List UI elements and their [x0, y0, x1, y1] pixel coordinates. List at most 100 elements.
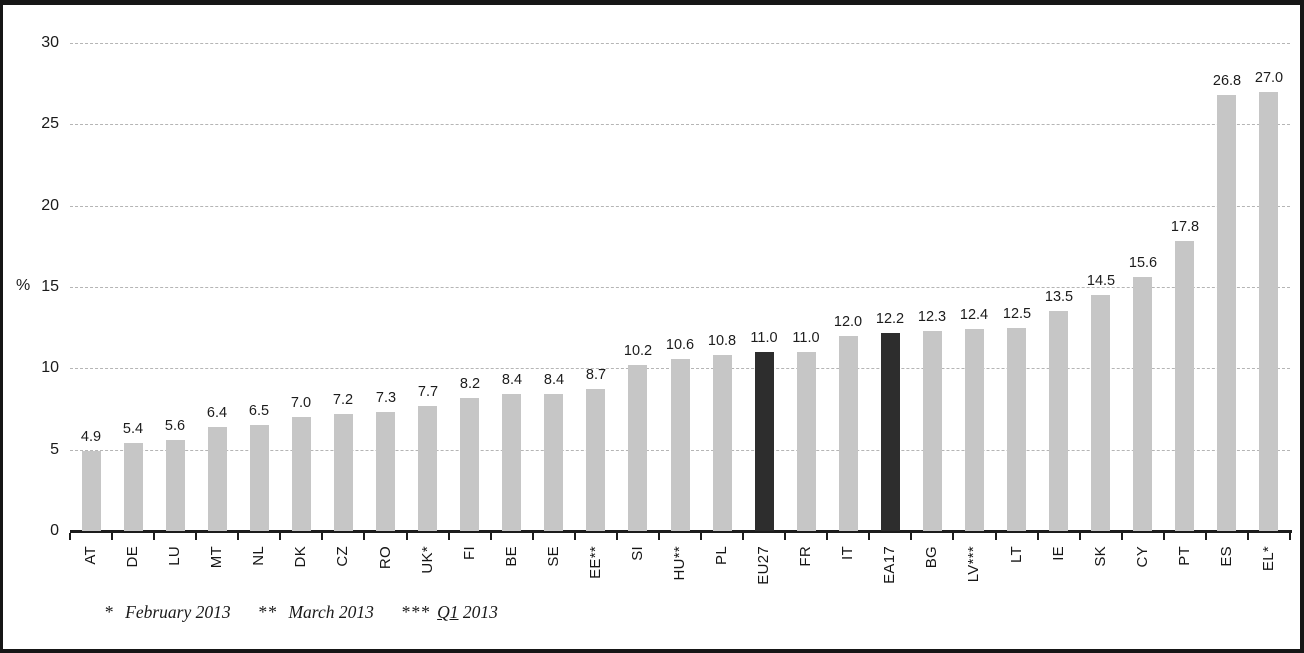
footnote-february: * February 2013 [104, 602, 231, 623]
x-axis-category-label-HU**: HU** [671, 546, 688, 581]
x-axis-tick [910, 533, 912, 540]
x-axis-tick [111, 533, 113, 540]
footnote-text: 2013 [462, 602, 498, 622]
gridline-25 [70, 124, 1290, 125]
bar-value-label-LT: 12.5 [1002, 306, 1032, 322]
bar-value-label-CZ: 7.2 [332, 392, 354, 408]
x-axis-category-label-EL*: EL* [1260, 546, 1277, 572]
bar-value-label-AT: 4.9 [80, 429, 102, 445]
bar-value-label-EL*: 27.0 [1254, 70, 1284, 86]
footnote-q1: *** Q1 2013 [401, 602, 498, 623]
bar-value-label-DK: 7.0 [290, 395, 312, 411]
y-axis-unit-label: % [16, 277, 31, 294]
bar-value-label-LV***: 12.4 [959, 307, 989, 323]
x-axis-category-label-IT: IT [839, 546, 856, 560]
bar-RO [376, 412, 395, 531]
bar-BG [923, 331, 942, 531]
bar-value-label-IT: 12.0 [833, 314, 863, 330]
bar-ES [1217, 95, 1236, 531]
footnote-marker: *** [400, 602, 431, 622]
x-axis-category-label-EU27: EU27 [755, 546, 772, 585]
bar-SI [628, 365, 647, 531]
bar-BE [502, 394, 521, 531]
bar-LU [166, 440, 185, 531]
x-axis-tick [1121, 533, 1123, 540]
x-axis-tick [490, 533, 492, 540]
x-axis-tick [1079, 533, 1081, 540]
footnote-marker: ** [257, 602, 278, 622]
x-axis-category-label-BG: BG [923, 546, 940, 569]
footnote-text: March 2013 [288, 602, 374, 622]
x-axis-tick [195, 533, 197, 540]
bar-IE [1049, 311, 1068, 531]
x-axis-category-label-LV***: LV*** [965, 546, 982, 583]
x-axis-line [70, 530, 1292, 533]
y-axis-tick-label: 5 [50, 441, 59, 458]
bar-value-label-SK: 14.5 [1086, 273, 1116, 289]
x-axis-tick [532, 533, 534, 540]
bar-value-label-RO: 7.3 [375, 390, 397, 406]
x-axis-tick [995, 533, 997, 540]
x-axis-tick [574, 533, 576, 540]
bar-value-label-FI: 8.2 [459, 376, 481, 392]
bar-value-label-SE: 8.4 [543, 372, 565, 388]
bar-value-label-BE: 8.4 [501, 372, 523, 388]
bar-FI [460, 398, 479, 531]
x-axis-category-label-EA17: EA17 [881, 546, 898, 584]
bar-value-label-MT: 6.4 [206, 405, 228, 421]
bar-PT [1175, 241, 1194, 531]
bar-HU** [671, 359, 690, 531]
bar-value-label-HU**: 10.6 [665, 337, 695, 353]
x-axis-category-label-ES: ES [1218, 546, 1235, 567]
x-axis-tick [616, 533, 618, 540]
x-axis-category-label-SK: SK [1092, 546, 1109, 567]
y-axis-tick-label: 25 [41, 115, 59, 132]
gridline-20 [70, 206, 1290, 207]
x-axis-tick [1037, 533, 1039, 540]
x-axis-category-label-PL: PL [713, 546, 730, 565]
footnote: * February 2013 ** March 2013 *** Q1 2013 [104, 602, 498, 623]
x-axis-tick [321, 533, 323, 540]
bar-value-label-DE: 5.4 [122, 421, 144, 437]
x-axis-tick [658, 533, 660, 540]
bar-value-label-FR: 11.0 [792, 330, 820, 346]
x-axis-tick [153, 533, 155, 540]
x-axis-category-label-EE**: EE** [587, 546, 604, 579]
bar-value-label-EE**: 8.7 [585, 367, 607, 383]
x-axis-category-label-CY: CY [1134, 546, 1151, 568]
bar-CY [1133, 277, 1152, 531]
x-axis-tick [363, 533, 365, 540]
bar-value-label-EA17: 12.2 [875, 311, 905, 327]
bar-value-label-PL: 10.8 [707, 333, 737, 349]
x-axis-tick [784, 533, 786, 540]
plot-area: % 0 5 10 15 20 25 30 4.9 AT 5.4 DE 5.6 LU 6.4 MT 6.5 NL 7… [3, 5, 1300, 649]
x-axis-tick [700, 533, 702, 540]
footnote-march: ** March 2013 [258, 602, 374, 623]
x-axis-category-label-IE: IE [1050, 546, 1067, 561]
gridline-15 [70, 287, 1290, 288]
x-axis-tick [406, 533, 408, 540]
x-axis-category-label-FR: FR [797, 546, 814, 567]
bar-CZ [334, 414, 353, 531]
x-axis-tick [868, 533, 870, 540]
bar-UK* [418, 406, 437, 531]
bar-DK [292, 417, 311, 531]
bar-value-label-IE: 13.5 [1044, 289, 1074, 305]
bar-EL* [1259, 92, 1278, 531]
bar-EA17 [881, 333, 900, 531]
bar-value-label-SI: 10.2 [623, 343, 653, 359]
x-axis-tick [237, 533, 239, 540]
x-axis-category-label-SI: SI [629, 546, 646, 561]
y-axis-tick-label: 10 [41, 359, 59, 376]
x-axis-tick [448, 533, 450, 540]
bar-MT [208, 427, 227, 531]
bar-IT [839, 336, 858, 531]
gridline-30 [70, 43, 1290, 44]
bar-value-label-NL: 6.5 [248, 403, 270, 419]
bar-PL [713, 355, 732, 531]
bar-value-label-UK*: 7.7 [417, 384, 439, 400]
bar-SK [1091, 295, 1110, 531]
bar-LV*** [965, 329, 984, 531]
x-axis-tick [279, 533, 281, 540]
